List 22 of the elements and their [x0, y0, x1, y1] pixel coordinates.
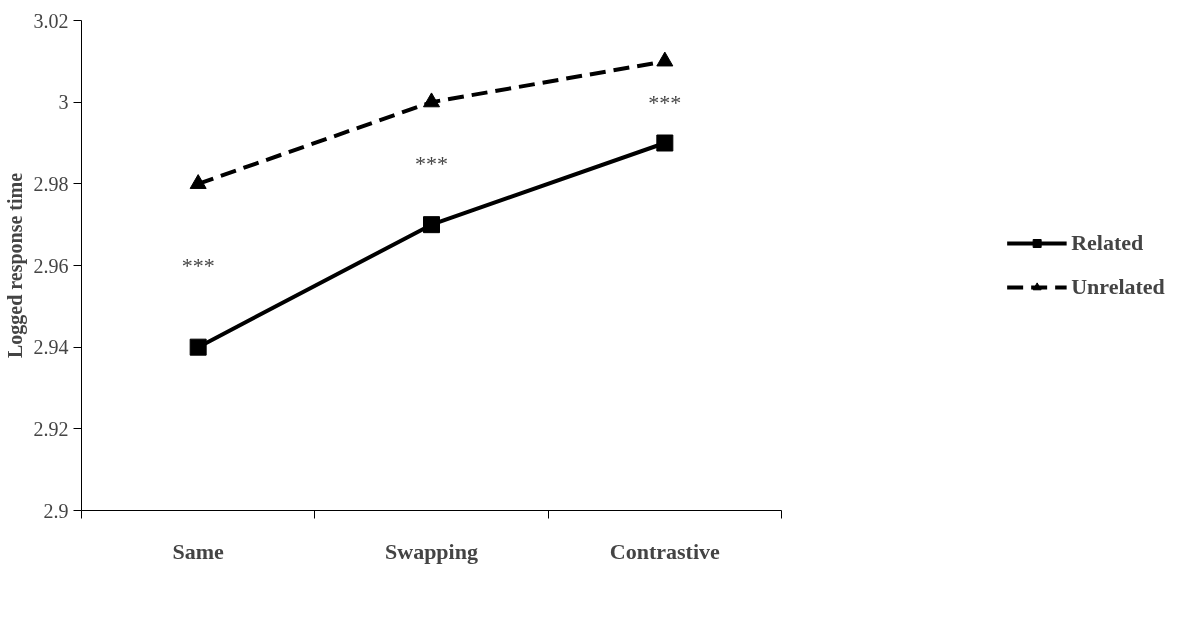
annotation: *** [181, 253, 215, 278]
point [189, 338, 207, 356]
legend-label: Unrelated [1071, 274, 1165, 300]
x-tick-label: Swapping [385, 538, 478, 564]
legend-label: Related [1071, 230, 1144, 256]
y-tick-label: 2.9 [43, 499, 69, 522]
y-tick-label: 2.96 [33, 254, 69, 277]
annotation: *** [648, 89, 682, 115]
y-tick-label: 3 [58, 91, 69, 114]
y-tick-label: 2.98 [33, 172, 69, 195]
y-tick-label: 3.02 [33, 9, 69, 32]
point [189, 174, 207, 189]
point [423, 92, 440, 108]
y-tick-label: 2.92 [33, 417, 69, 440]
point [423, 216, 440, 234]
point [656, 51, 674, 67]
point [656, 134, 674, 152]
y-tick-label: 2.94 [33, 336, 69, 359]
x-tick-label: Contrastive [609, 538, 721, 564]
y-axis-title: Logged response time [3, 172, 27, 359]
annotation: *** [415, 150, 448, 176]
x-tick-label: Same [172, 538, 225, 564]
